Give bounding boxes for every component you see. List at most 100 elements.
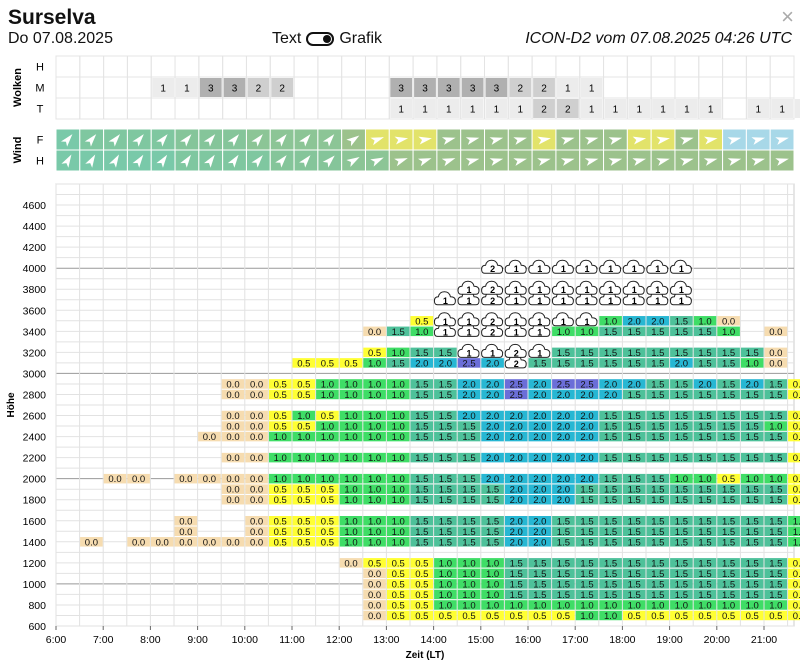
cloud-cell bbox=[509, 99, 532, 118]
thermal-value: 1.5 bbox=[769, 379, 782, 390]
thermal-cell bbox=[292, 431, 316, 442]
thermal-cell bbox=[717, 452, 740, 463]
thermal-cell bbox=[646, 610, 670, 621]
thermal-cell bbox=[575, 526, 599, 537]
thermal-cell bbox=[434, 431, 457, 442]
thermal-value: 2.0 bbox=[628, 379, 641, 390]
thermal-cell bbox=[670, 431, 693, 442]
thermal-value: 0.5 bbox=[415, 579, 428, 590]
thermal-value: 1.5 bbox=[462, 422, 475, 433]
thermal-value: 2.0 bbox=[604, 390, 617, 401]
cloud-cell bbox=[461, 78, 484, 97]
thermal-value: 1.5 bbox=[746, 453, 759, 464]
thermal-value: 0.5 bbox=[793, 611, 800, 622]
toggle-graphic-label[interactable]: Grafik bbox=[339, 30, 383, 47]
thermal-cell bbox=[410, 316, 434, 326]
thermal-value: 1.5 bbox=[510, 579, 523, 590]
thermal-value: 1.5 bbox=[675, 327, 688, 338]
thermal-value: 0.0 bbox=[250, 453, 263, 464]
thermal-value: 1.5 bbox=[628, 358, 641, 369]
thermal-value: 1.5 bbox=[510, 569, 523, 580]
thermal-value: 1.5 bbox=[746, 579, 759, 590]
thermal-value: 2.0 bbox=[651, 316, 664, 327]
thermal-cell bbox=[740, 421, 764, 431]
cloud-level-label: 1 bbox=[466, 327, 471, 337]
wind-arrow-shape bbox=[84, 134, 97, 147]
cumulus-cloud-icon: 2 bbox=[481, 312, 504, 327]
thermal-cell bbox=[292, 494, 316, 505]
thermal-value: 1.0 bbox=[746, 474, 759, 485]
thermal-cell bbox=[339, 516, 363, 526]
thermal-cell bbox=[599, 389, 622, 400]
thermal-value: 1.5 bbox=[722, 422, 735, 433]
view-toggle[interactable]: Text Grafik bbox=[272, 30, 382, 48]
thermal-cell bbox=[363, 579, 386, 589]
thermal-cell bbox=[292, 410, 316, 421]
thermal-value: 1.0 bbox=[392, 527, 405, 538]
thermal-value: 0.5 bbox=[415, 590, 428, 601]
thermal-value: 0.5 bbox=[274, 422, 287, 433]
thermal-value: 1.5 bbox=[651, 379, 664, 390]
thermal-cell bbox=[693, 421, 717, 431]
thermal-value: 0.0 bbox=[722, 316, 735, 327]
wind-arrow-icon bbox=[227, 154, 239, 168]
cloud-value: 1 bbox=[422, 105, 428, 116]
thermal-value: 1.5 bbox=[462, 495, 475, 506]
thermal-cell bbox=[599, 537, 622, 547]
thermal-cell bbox=[481, 516, 504, 526]
wind-arrow-shape bbox=[441, 137, 456, 145]
thermal-cell bbox=[410, 579, 434, 589]
thermal-cell bbox=[481, 410, 504, 421]
cloud-outline bbox=[599, 259, 622, 274]
thermal-cell bbox=[504, 410, 528, 421]
thermal-cell bbox=[740, 452, 764, 463]
wind-arrow-shape bbox=[132, 154, 144, 168]
thermal-cell bbox=[386, 431, 410, 442]
thermal-value: 0.0 bbox=[203, 474, 216, 485]
cumulus-cloud-icon: 1 bbox=[646, 259, 669, 274]
thermal-cell bbox=[788, 389, 800, 400]
thermal-value: 2.0 bbox=[533, 453, 546, 464]
cloud-cell bbox=[176, 78, 198, 97]
toggle-switch[interactable] bbox=[306, 32, 335, 46]
cloud-cell bbox=[533, 99, 555, 118]
thermal-cell bbox=[575, 347, 599, 358]
thermal-value: 1.5 bbox=[415, 411, 428, 422]
thermal-value: 1.5 bbox=[698, 327, 711, 338]
thermal-cell bbox=[339, 452, 363, 463]
thermal-cell bbox=[386, 326, 410, 337]
toggle-text-label[interactable]: Text bbox=[272, 30, 302, 47]
thermal-value: 1.0 bbox=[486, 558, 499, 569]
cloud-value: 1 bbox=[708, 105, 714, 116]
cloud-value: 1 bbox=[517, 105, 523, 116]
thermal-cell bbox=[740, 516, 764, 526]
thermal-value: 0.5 bbox=[793, 558, 800, 569]
wind-arrow-icon bbox=[584, 158, 599, 166]
thermal-cell bbox=[622, 452, 646, 463]
cumulus-cloud-icon: 1 bbox=[622, 259, 645, 274]
thermal-cell bbox=[528, 389, 552, 400]
thermal-value: 0.5 bbox=[415, 558, 428, 569]
wind-arrow-icon bbox=[417, 158, 432, 167]
thermal-cell bbox=[646, 389, 670, 400]
thermal-value: 0.5 bbox=[321, 537, 334, 548]
thermal-value: 1.5 bbox=[675, 411, 688, 422]
thermal-value: 1.0 bbox=[746, 358, 759, 369]
cloud-level-label: 1 bbox=[679, 264, 684, 274]
thermal-cell bbox=[457, 526, 481, 537]
thermal-value: 0.0 bbox=[368, 579, 381, 590]
thermal-cell bbox=[622, 410, 646, 421]
thermal-cell bbox=[457, 358, 481, 368]
thermal-cell bbox=[481, 568, 504, 579]
thermal-value: 0.5 bbox=[793, 495, 800, 506]
thermal-cell bbox=[434, 347, 457, 358]
close-icon[interactable]: × bbox=[781, 4, 794, 29]
thermal-value: 1.0 bbox=[321, 379, 334, 390]
cloud-level-label: 1 bbox=[514, 285, 519, 295]
wind-arrow-shape bbox=[394, 136, 409, 145]
thermal-cell bbox=[316, 526, 339, 537]
thermal-cell bbox=[717, 516, 740, 526]
thermal-value: 0.5 bbox=[274, 379, 287, 390]
wind-arrow-shape bbox=[704, 136, 718, 145]
thermal-cell bbox=[481, 484, 504, 494]
